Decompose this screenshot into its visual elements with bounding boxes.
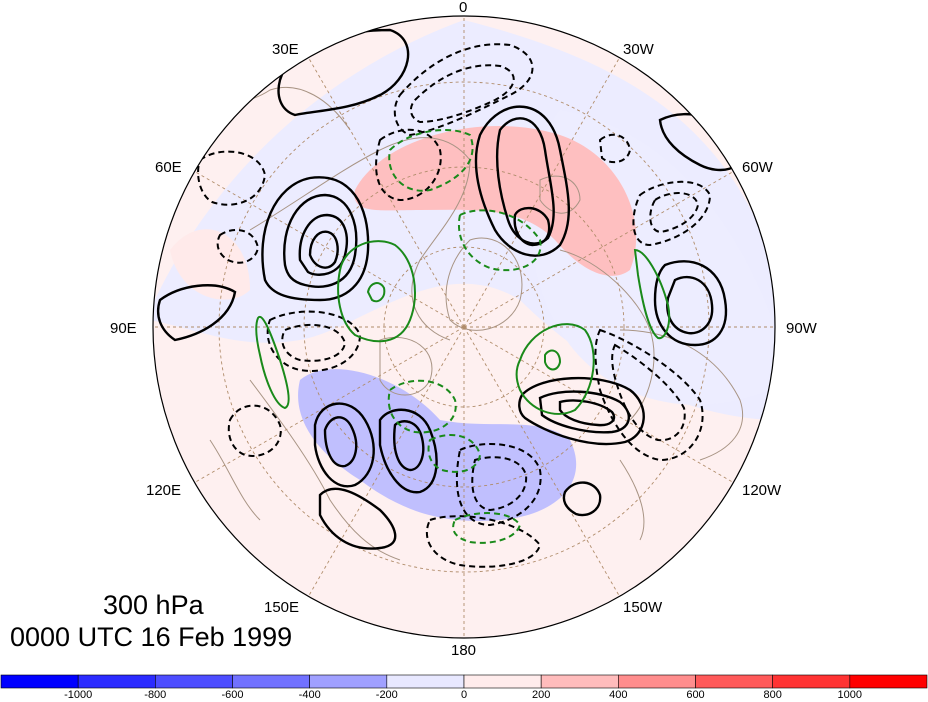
secondary-dashed-contours (387, 129, 542, 544)
colorbar-tick-label: -600 (221, 689, 244, 701)
colorbar-swatch (155, 674, 233, 689)
colorbar-tick-label: 200 (532, 689, 551, 701)
lon-label-60w: 60W (742, 159, 773, 176)
coastlines (169, 86, 744, 561)
map-disk (153, 16, 775, 638)
title-time: 0000 UTC 16 Feb 1999 (10, 622, 293, 652)
colorbar-tick-label: 0 (460, 689, 468, 701)
positive-fill-west (170, 229, 250, 300)
lon-label-30w: 30W (623, 41, 654, 58)
secondary-contours (255, 240, 671, 415)
colorbar (0, 674, 928, 689)
lon-label-0: 0 (459, 0, 468, 16)
colorbar-swatch (0, 674, 79, 689)
lon-label-180: 180 (451, 642, 477, 659)
lon-label-120w: 120W (742, 482, 782, 499)
colorbar-swatch (463, 674, 542, 689)
colorbar-tick-label: 1000 (837, 689, 863, 701)
lon-label-150w: 150W (623, 599, 663, 616)
colorbar-tick-label: 600 (686, 689, 705, 701)
lon-label-90e: 90E (110, 320, 137, 337)
colorbar-swatch (618, 674, 696, 689)
lon-label-150e: 150E (264, 599, 300, 616)
colorbar-swatch (386, 674, 465, 689)
colorbar-swatch (309, 674, 388, 689)
colorbar-tick-label: 400 (609, 689, 628, 701)
lon-label-90w: 90W (786, 320, 817, 337)
positive-anomaly-patch (354, 126, 637, 276)
lon-label-120e: 120E (146, 482, 182, 499)
negative-contours (197, 43, 712, 568)
colorbar-swatch (849, 674, 928, 689)
colorbar-swatch (695, 674, 773, 689)
colorbar-tick-label: -400 (298, 689, 321, 701)
colorbar-tick-label: -1000 (64, 689, 93, 701)
colorbar-swatch (77, 674, 156, 689)
colorbar-swatch (772, 674, 851, 689)
lon-label-30e: 30E (272, 41, 299, 58)
negative-anomaly-patch (298, 369, 577, 521)
lon-label-60e: 60E (155, 159, 182, 176)
colorbar-tick-label: 800 (763, 689, 782, 701)
colorbar-tick-label: -200 (375, 689, 398, 701)
map-boundary (152, 15, 776, 639)
colorbar-swatch (232, 674, 310, 689)
positive-contours (156, 28, 742, 550)
title-level: 300 hPa (103, 590, 204, 620)
colorbar-swatch (540, 674, 619, 689)
colorbar-tick-label: -800 (144, 689, 167, 701)
